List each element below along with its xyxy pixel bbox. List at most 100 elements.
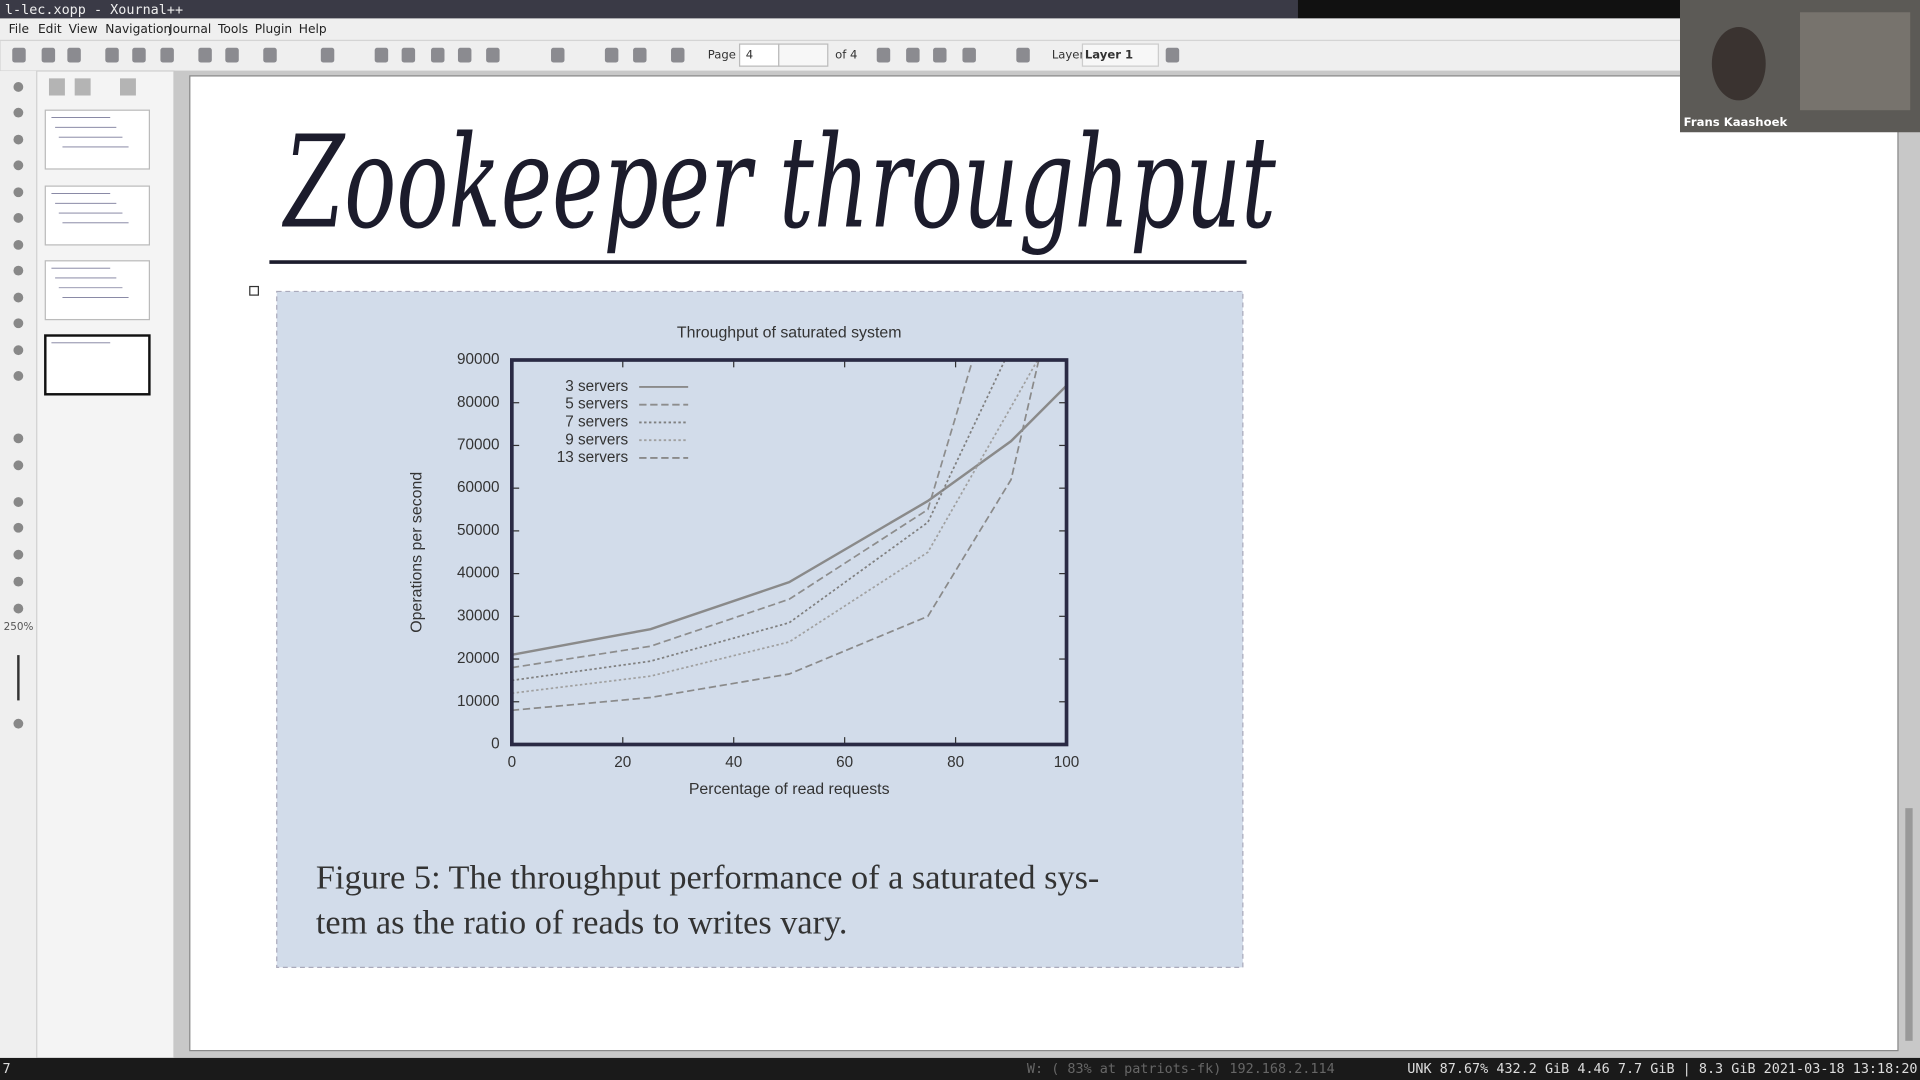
- y-tick-label: 70000: [457, 436, 500, 453]
- y-tick-label: 10000: [457, 693, 500, 710]
- page-thumbnail[interactable]: [44, 185, 150, 246]
- page-spin[interactable]: [778, 43, 829, 67]
- tool-button[interactable]: [13, 292, 24, 303]
- y-tick-label: 80000: [457, 394, 500, 411]
- toolbar-button[interactable]: [198, 47, 212, 63]
- status-bar: [0, 1057, 1920, 1080]
- x-tick-label: 0: [508, 754, 517, 771]
- tool-button[interactable]: [13, 718, 24, 729]
- page-thumbnail[interactable]: [44, 260, 150, 321]
- tool-button[interactable]: [13, 187, 24, 198]
- toolbar-button[interactable]: [401, 47, 416, 63]
- network-status: W: ( 83% at patriots-fk) 192.168.2.114: [1027, 1062, 1335, 1077]
- legend-label: 5 servers: [565, 396, 628, 413]
- toolbar-button[interactable]: [160, 47, 174, 63]
- page-thumbnail[interactable]: [44, 109, 150, 170]
- tool-button[interactable]: [13, 160, 24, 171]
- tool-button[interactable]: [13, 371, 24, 381]
- menu-item[interactable]: Navigation: [105, 22, 171, 36]
- menu-item[interactable]: File: [9, 22, 29, 36]
- view-button[interactable]: [120, 78, 136, 96]
- toolbar-button[interactable]: [320, 47, 335, 63]
- view-button[interactable]: [48, 78, 65, 96]
- tool-button[interactable]: [13, 345, 24, 356]
- image-frame: [276, 290, 1244, 968]
- tool-strip-icons: [13, 82, 24, 729]
- menu-item[interactable]: Edit: [38, 22, 62, 36]
- menu-item[interactable]: Journal: [168, 22, 211, 36]
- scrollbar[interactable]: [1905, 808, 1913, 1041]
- toolbar-button[interactable]: [374, 47, 389, 63]
- tool-button[interactable]: [13, 134, 24, 145]
- handwritten-heading: Zookeeper throughput: [281, 109, 1276, 257]
- tool-button[interactable]: [13, 576, 24, 587]
- toolbar-button[interactable]: [551, 47, 565, 63]
- toolbar-button[interactable]: [604, 47, 619, 63]
- toolbar-button[interactable]: [431, 47, 445, 63]
- tool-button[interactable]: [13, 82, 24, 92]
- zoom-level: 250%: [4, 621, 34, 633]
- toolbar-button[interactable]: [67, 47, 81, 63]
- view-button[interactable]: [74, 78, 91, 96]
- toolbar-button[interactable]: [41, 47, 56, 63]
- toolbar-button[interactable]: [906, 47, 920, 63]
- legend-label: 7 servers: [565, 413, 628, 430]
- toolbar-button[interactable]: [671, 47, 685, 63]
- menu-bar: [0, 18, 1920, 41]
- menu-item[interactable]: Plugin: [255, 22, 292, 36]
- tool-button[interactable]: [13, 240, 24, 250]
- tool-button[interactable]: [13, 460, 24, 471]
- page-value[interactable]: 4: [746, 48, 753, 62]
- toolbar-button[interactable]: [132, 47, 146, 63]
- series-line: [511, 360, 1006, 682]
- tool-button[interactable]: [13, 522, 24, 533]
- tool-button[interactable]: [13, 433, 24, 444]
- x-tick-label: 100: [1054, 754, 1080, 771]
- toolbar-icons: [12, 47, 1180, 63]
- tool-button[interactable]: [13, 107, 24, 118]
- y-tick-label: 50000: [457, 522, 500, 539]
- menu-item[interactable]: View: [69, 22, 98, 36]
- toolbar-button[interactable]: [457, 47, 472, 63]
- menu-item[interactable]: Help: [299, 22, 327, 36]
- window-title: l-lec.xopp - Xournal++: [5, 3, 183, 18]
- tool-button[interactable]: [13, 265, 24, 276]
- tool-strip: [0, 71, 37, 1058]
- x-tick-label: 20: [614, 754, 631, 771]
- toolbar-button[interactable]: [633, 47, 647, 63]
- toolbar-button[interactable]: [876, 47, 891, 63]
- toolbar-button[interactable]: [1165, 47, 1180, 63]
- toolbar-button[interactable]: [263, 47, 277, 63]
- page-thumbnail[interactable]: [44, 334, 151, 396]
- tool-button[interactable]: [13, 213, 24, 223]
- tool-button[interactable]: [13, 497, 24, 507]
- series-line: [511, 384, 1067, 656]
- image-handle[interactable]: [249, 285, 259, 296]
- y-tick-label: 60000: [457, 479, 500, 496]
- y-tick-label: 30000: [457, 607, 500, 624]
- chart-title: Throughput of saturated system: [677, 324, 902, 341]
- page-thumbnails: [44, 78, 151, 396]
- toolbar-button[interactable]: [486, 47, 500, 63]
- layer-select[interactable]: [1081, 43, 1159, 67]
- tool-button[interactable]: [13, 603, 24, 614]
- toolbar: [0, 39, 1920, 72]
- toolbar-button[interactable]: [105, 47, 119, 63]
- toolbar-button[interactable]: [225, 47, 239, 63]
- video-background: [1800, 12, 1911, 111]
- tool-button[interactable]: [13, 318, 24, 329]
- toolbar-button[interactable]: [933, 47, 947, 63]
- y-tick-label: 40000: [457, 565, 500, 582]
- toolbar-button[interactable]: [12, 47, 26, 63]
- caption-line: Figure 5: The throughput performance of …: [316, 858, 1099, 896]
- toolbar-button[interactable]: [1016, 47, 1030, 63]
- menu-item[interactable]: Tools: [217, 22, 248, 36]
- tool-button[interactable]: [13, 549, 24, 560]
- participant-name: Frans Kaashoek: [1684, 115, 1788, 129]
- layer-value[interactable]: Layer 1: [1085, 48, 1133, 62]
- workspace: 7: [2, 1062, 10, 1077]
- toolbar-button[interactable]: [962, 47, 976, 63]
- series-line: [511, 360, 974, 669]
